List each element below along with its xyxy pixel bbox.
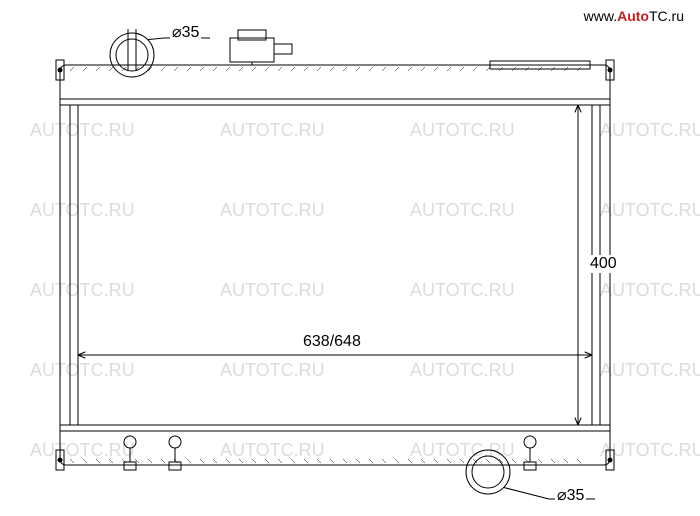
dimension-diameter-top-label: ⌀35 [170,22,201,42]
dimension-width-label: 638/648 [301,333,363,351]
dimension-height-label: 400 [588,255,619,273]
dimension-diameter-bottom-label: ⌀35 [555,485,586,505]
